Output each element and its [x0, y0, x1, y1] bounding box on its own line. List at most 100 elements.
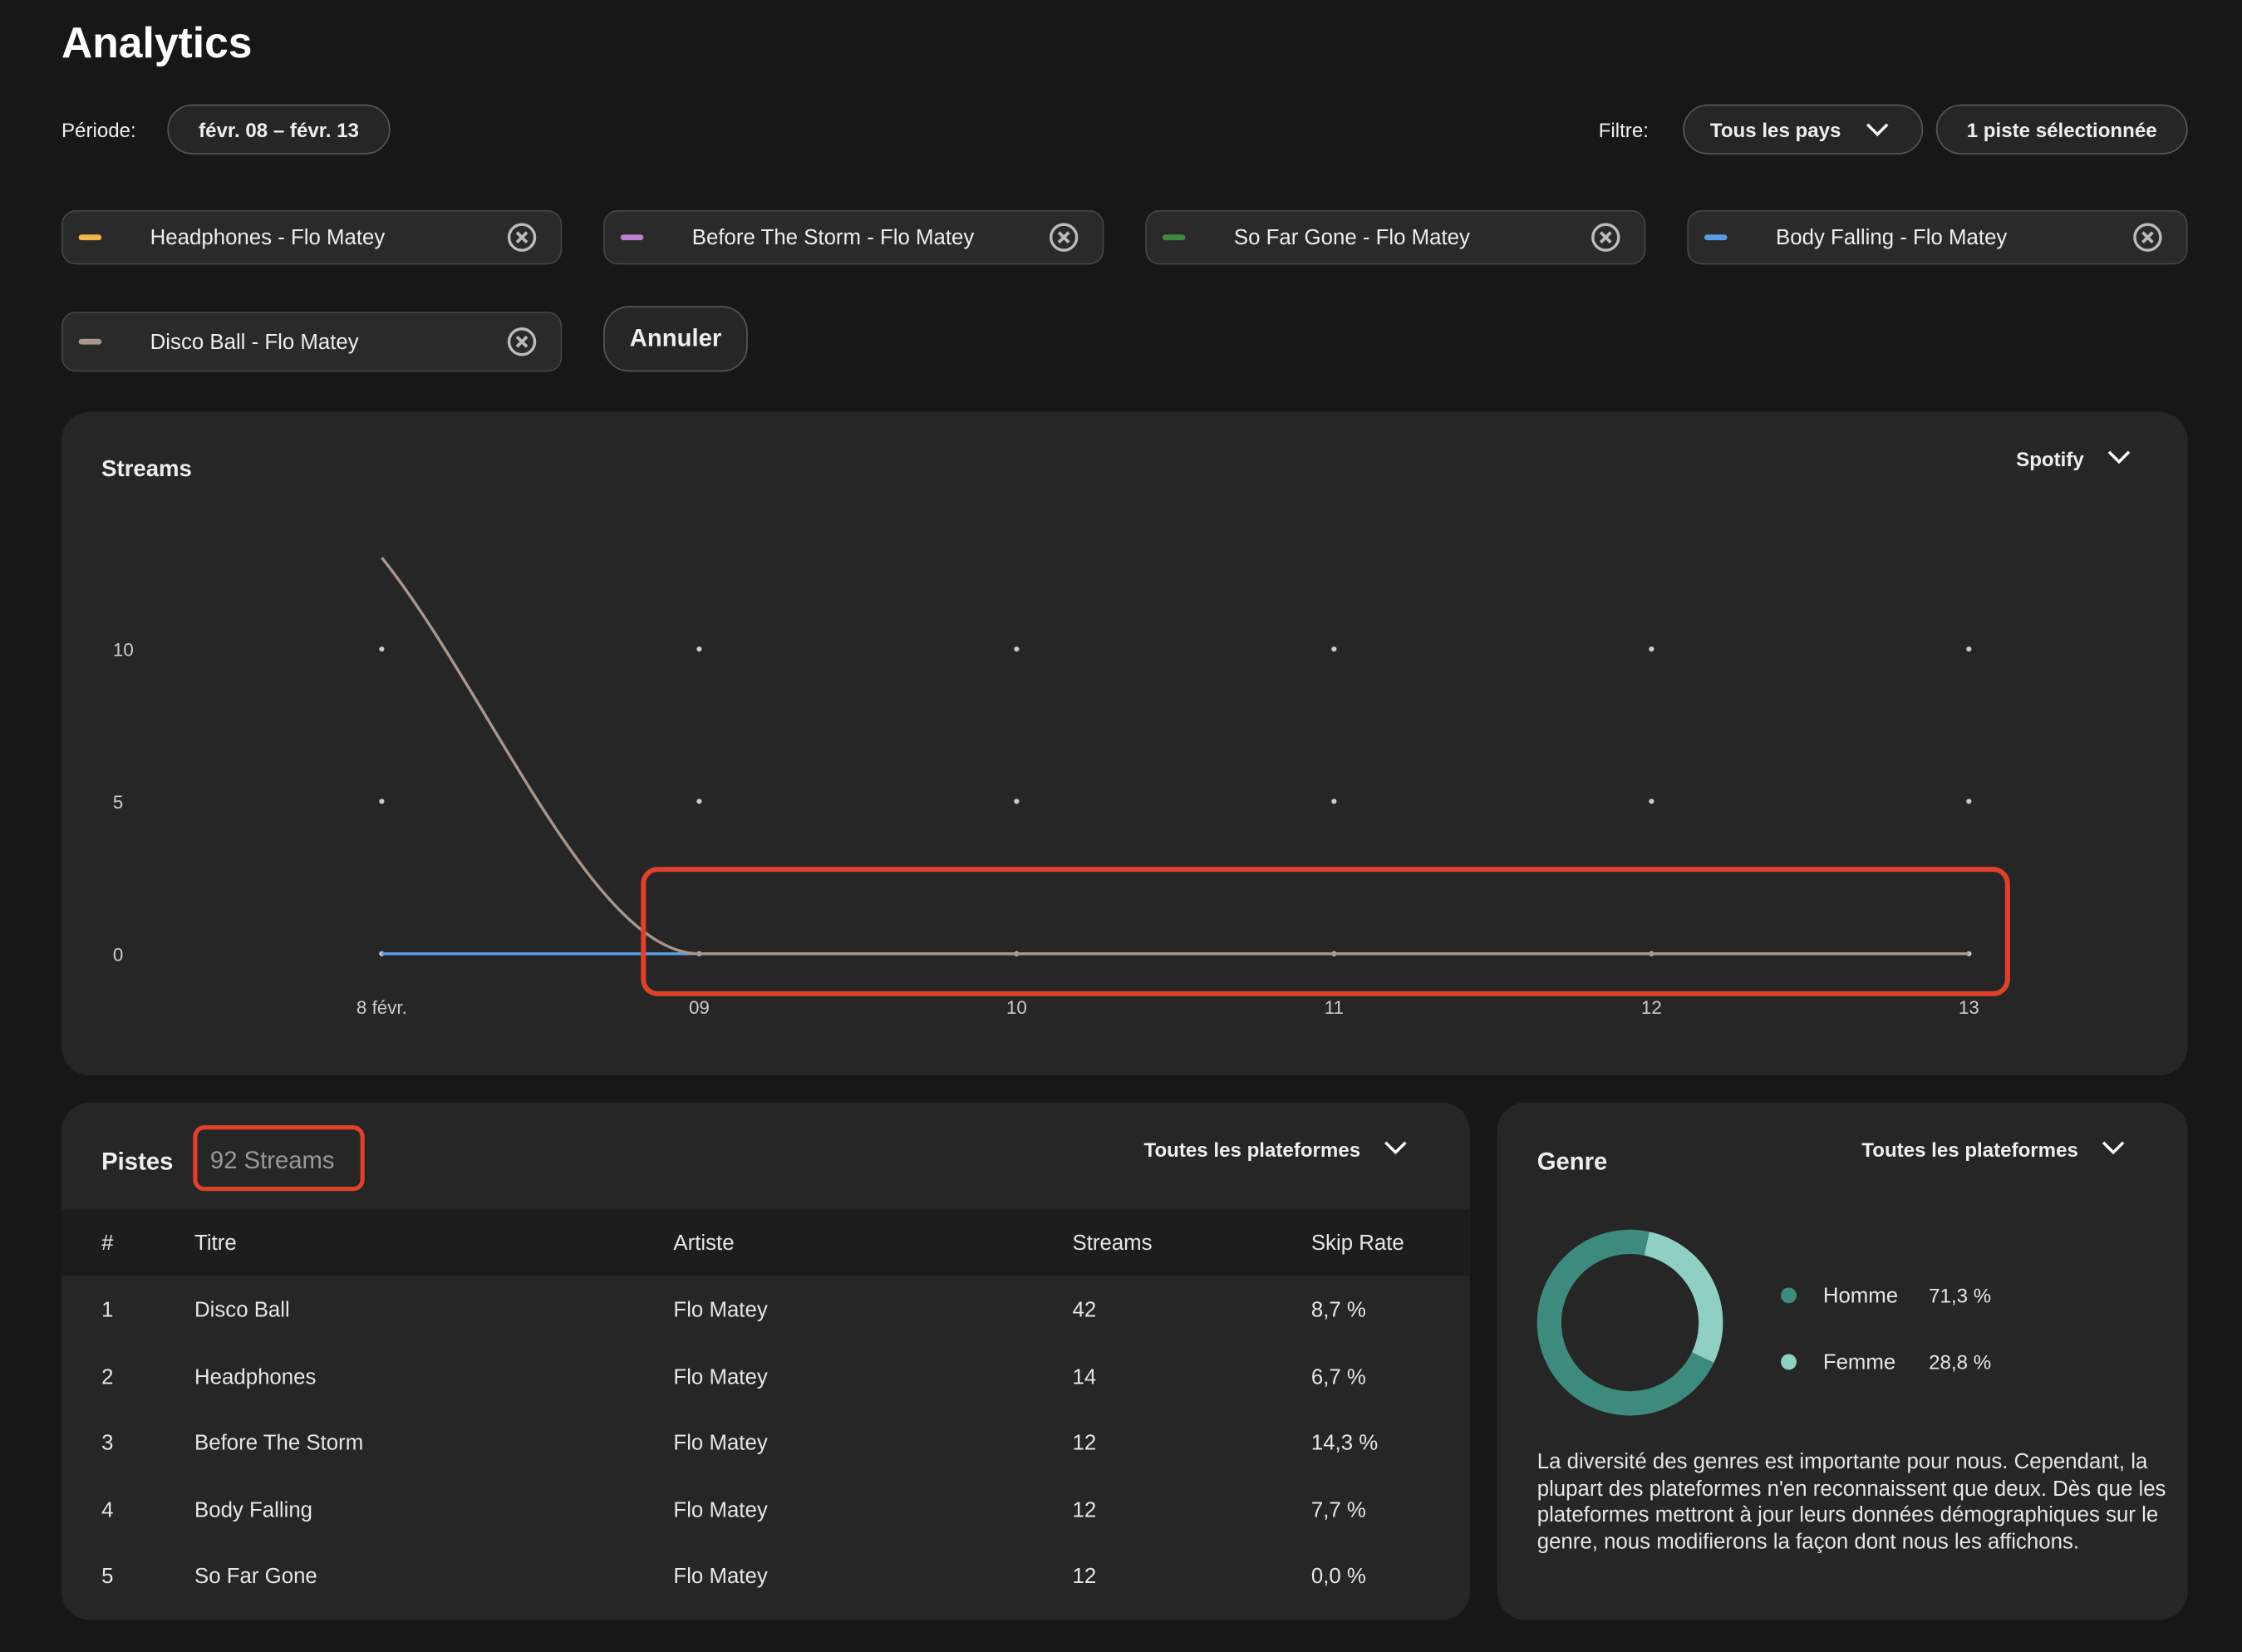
tracks-total: 92 Streams: [209, 1146, 335, 1174]
legend-swatch: [78, 234, 102, 241]
donut-segment: [1644, 1232, 1723, 1363]
line-chart: 0 5 10: [113, 556, 2010, 996]
legend-swatch: [1704, 234, 1728, 241]
genre-note: La diversité des genres est importante p…: [1536, 1449, 2166, 1554]
genre-title: Genre: [1536, 1148, 1608, 1176]
table-cell: 14,3 %: [1310, 1431, 1379, 1456]
cancel-button[interactable]: Annuler: [603, 306, 748, 372]
x-tick-label: 09: [688, 996, 710, 1019]
page-title: Analytics: [61, 20, 253, 67]
chart-title: Streams: [101, 457, 192, 482]
legend-label: Before The Storm - Flo Matey: [691, 225, 975, 251]
table-cell: 42: [1072, 1298, 1097, 1323]
table-cell: 12: [1072, 1564, 1097, 1589]
chevron: [1866, 122, 1889, 136]
genre-panel: Genre Toutes les plateformes Homme 71,3 %…: [1497, 1102, 2188, 1620]
table-cell: Flo Matey: [673, 1298, 768, 1323]
table-header: [61, 1209, 1470, 1276]
track-tag: Disco Ball - Flo Matey: [61, 312, 563, 372]
x-tick-label: 8 févr.: [356, 996, 407, 1019]
value-label: 71,3 %: [1929, 1286, 1991, 1308]
table-cell: 8,7 %: [1310, 1298, 1366, 1323]
filter-label: Filtre:: [1598, 118, 1649, 142]
grid-dot: [1331, 799, 1337, 804]
x-tick-label: 13: [1958, 996, 1979, 1019]
table-cell: 5: [101, 1564, 114, 1589]
highlight: [641, 867, 2010, 996]
table-cell: 0,0 %: [1310, 1564, 1366, 1589]
country-filter-text: Tous les pays: [1709, 117, 1841, 141]
period-picker[interactable]: févr. 08 – févr. 13: [167, 104, 391, 155]
tracks-title: Pistes: [101, 1148, 174, 1176]
table-cell: 2: [101, 1364, 114, 1389]
remove-icon[interactable]: [506, 222, 538, 253]
legend-label: Headphones - Flo Matey: [150, 225, 386, 251]
legend-swatch: [620, 234, 644, 241]
table-cell: Headphones: [194, 1364, 317, 1389]
grid-dot: [1649, 646, 1654, 652]
chevron: [1384, 1141, 1408, 1155]
y-tick-label: 5: [113, 792, 123, 813]
period-label: Période:: [61, 118, 136, 142]
platform-select[interactable]: Toutes les plateformes: [1143, 1138, 1409, 1162]
remove-icon[interactable]: [1048, 222, 1079, 253]
table-cell: 12: [1072, 1431, 1097, 1456]
column-header: #: [101, 1231, 114, 1256]
grid-dot: [1966, 646, 1972, 652]
legend-label: Body Falling - Flo Matey: [1776, 225, 2008, 251]
table-cell: Flo Matey: [673, 1564, 768, 1589]
legend-dot: [1781, 1354, 1797, 1370]
x-tick-label: 10: [1005, 996, 1027, 1019]
grid-dot: [379, 646, 385, 652]
grid-dot: [1331, 646, 1337, 652]
x-tick-label: 12: [1640, 996, 1662, 1019]
track-tag: Body Falling - Flo Matey: [1687, 209, 2188, 265]
remove-icon[interactable]: [2132, 222, 2164, 253]
table-cell: 3: [101, 1431, 114, 1456]
table-cell: Disco Ball: [194, 1298, 290, 1323]
column-header: Titre: [194, 1231, 237, 1256]
column-header: Artiste: [673, 1231, 735, 1256]
track-filter[interactable]: 1 piste sélectionnée: [1935, 104, 2188, 155]
grid-dot: [1014, 799, 1020, 804]
remove-icon[interactable]: [1590, 222, 1621, 253]
streams-panel: Streams Spotify 0 5 10 8 févr. 09 10 11 12 13: [61, 411, 2188, 1075]
grid-dot: [696, 646, 702, 652]
grid-dot: [1649, 799, 1654, 804]
table-cell: Flo Matey: [673, 1364, 768, 1389]
platform-select[interactable]: Toutes les plateformes: [1861, 1138, 2126, 1162]
legend-label: Homme: [1823, 1285, 1898, 1308]
grid-dot: [379, 799, 385, 804]
series-line: [381, 556, 1969, 956]
country-filter[interactable]: Tous les pays: [1683, 104, 1924, 155]
table-cell: Flo Matey: [673, 1497, 768, 1522]
platform-text: Toutes les plateformes: [1143, 1138, 1361, 1162]
table-cell: 7,7 %: [1310, 1497, 1366, 1522]
table-cell: So Far Gone: [194, 1564, 317, 1589]
grid-dot: [1014, 646, 1020, 652]
remove-icon[interactable]: [506, 326, 538, 357]
legend-swatch: [1162, 234, 1186, 241]
table-cell: 12: [1072, 1497, 1097, 1522]
legend-label: So Far Gone - Flo Matey: [1233, 225, 1470, 251]
platform-text: Toutes les plateformes: [1861, 1138, 2078, 1162]
table-cell: Body Falling: [194, 1497, 313, 1522]
track-tag: Headphones - Flo Matey: [61, 209, 563, 265]
legend-label: Disco Ball - Flo Matey: [150, 330, 359, 355]
table-cell: 14: [1072, 1364, 1097, 1389]
y-tick-label: 0: [113, 944, 123, 965]
track-tag: Before The Storm - Flo Matey: [603, 209, 1104, 265]
tracks-panel: Pistes 92 Streams Toutes les plateformes…: [61, 1102, 1470, 1620]
table-cell: Before The Storm: [194, 1431, 364, 1456]
platform-select[interactable]: Spotify: [2016, 448, 2132, 470]
value-label: 28,8 %: [1929, 1352, 1991, 1374]
y-tick-label: 10: [113, 640, 134, 661]
legend-label: Femme: [1823, 1351, 1895, 1374]
table-cell: Flo Matey: [673, 1431, 768, 1456]
grid-dot: [1966, 799, 1972, 804]
highlight: [193, 1125, 365, 1192]
table-cell: 6,7 %: [1310, 1364, 1366, 1389]
x-tick-label: 11: [1324, 996, 1344, 1019]
column-header: Streams: [1072, 1231, 1153, 1256]
